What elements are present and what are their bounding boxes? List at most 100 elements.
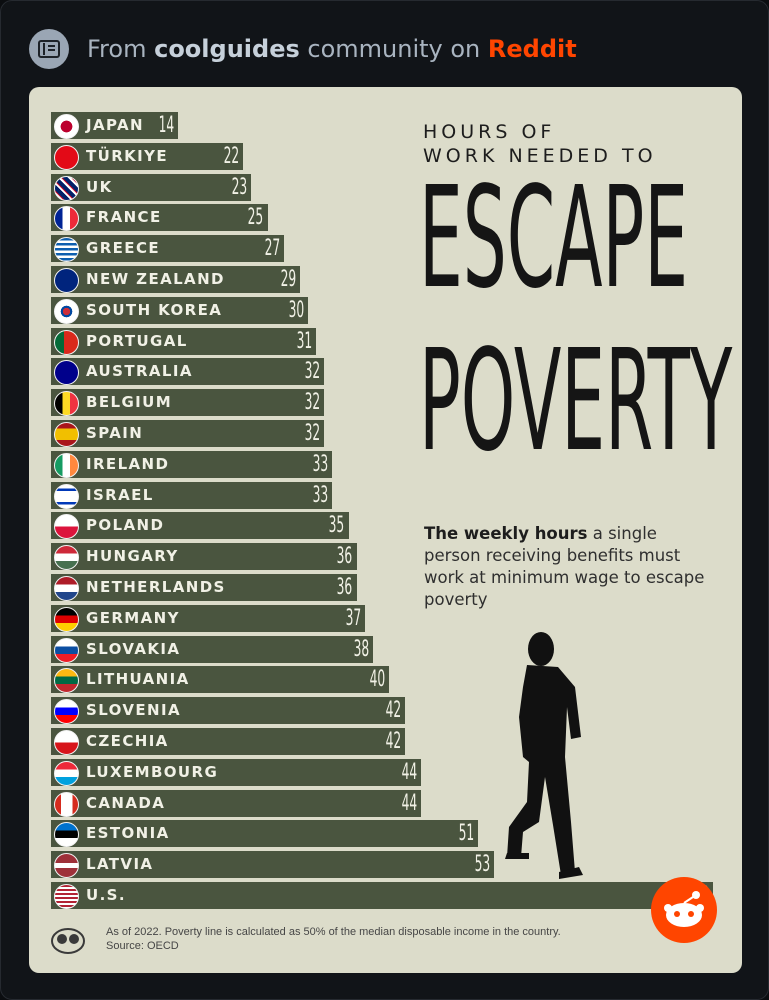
- value-label: 29: [280, 267, 296, 292]
- publisher-logo-icon: [51, 928, 85, 954]
- bar-poland: POLAND 35: [51, 512, 349, 540]
- bar-t-rkiye: TÜRKIYE 22: [51, 142, 244, 170]
- country-label: HUNGARY: [86, 547, 179, 566]
- bar-south-korea: SOUTH KOREA 30: [51, 296, 308, 324]
- title-big-line1: ESCAPE: [419, 157, 689, 320]
- value-label: 27: [264, 236, 280, 262]
- country-label: SOUTH KOREA: [86, 300, 223, 319]
- bar-estonia: ESTONIA 51: [51, 820, 479, 848]
- bar-canada: CANADA 44: [51, 789, 422, 817]
- value-label: 38: [353, 636, 369, 662]
- source-middle: community on: [299, 35, 488, 63]
- footnote: As of 2022. Poverty line is calculated a…: [106, 925, 561, 953]
- bar-luxembourg: LUXEMBOURG 44: [51, 758, 422, 786]
- netherlands-flag-icon: [54, 576, 79, 601]
- country-label: U.S.: [86, 886, 126, 904]
- hungary-flag-icon: [54, 545, 79, 571]
- country-label: NEW ZEALAND: [86, 270, 225, 288]
- bar-u-s: U.S.80: [51, 882, 713, 909]
- value-label: 23: [231, 174, 248, 200]
- estonia-flag-icon: [54, 822, 79, 848]
- country-label: FRANCE: [86, 208, 162, 227]
- bar-new-zealand: NEW ZEALAND 29: [51, 266, 300, 293]
- country-label: POLAND: [86, 516, 165, 535]
- country-label: ISRAEL: [86, 485, 154, 504]
- bar-latvia: LATVIA 53: [51, 851, 495, 879]
- value-label: 44: [401, 790, 418, 816]
- bar-greece: GREECE 27: [51, 235, 284, 263]
- title-small-line2: WORK NEEDED TO: [423, 145, 657, 167]
- title-small-line1: HOURS OF: [423, 121, 556, 143]
- value-label: 36: [336, 544, 353, 570]
- slovenia-flag-icon: [54, 699, 79, 725]
- bar-germany: GERMANY 37: [51, 604, 365, 632]
- country-label: LATVIA: [86, 855, 154, 874]
- infographic-card: JAPAN 14 TÜRKIYE 22 UK 23 FRANCE 25 GREECE 27 NEW …: [29, 87, 742, 973]
- country-label: GREECE: [86, 239, 161, 258]
- greece-flag-icon: [54, 237, 79, 263]
- country-label: BELGIUM: [86, 393, 173, 412]
- subtitle-rest: a single person receiving benefits must …: [424, 524, 705, 609]
- bar-lithuania: LITHUANIA 40: [51, 666, 389, 694]
- germany-flag-icon: [54, 606, 79, 632]
- bar-spain: SPAIN 32: [51, 420, 325, 447]
- value-label: 42: [385, 729, 402, 754]
- value-label: 44: [401, 759, 418, 785]
- subtitle-bold: The weekly hours: [424, 524, 588, 543]
- country-label: CZECHIA: [86, 732, 169, 750]
- bar-hungary: HUNGARY 36: [51, 543, 357, 571]
- footnote-line1: As of 2022. Poverty line is calculated a…: [106, 926, 561, 938]
- bar-france: FRANCE 25: [51, 204, 268, 232]
- bar-slovenia: SLOVENIA 42: [51, 697, 406, 725]
- country-label: IRELAND: [86, 454, 170, 473]
- source-line: From coolguides community on Reddit: [87, 35, 577, 63]
- value-label: 32: [304, 390, 321, 416]
- country-label: SLOVENIA: [86, 701, 181, 720]
- country-label: ESTONIA: [86, 824, 170, 843]
- new-zealand-flag-icon: [54, 268, 79, 293]
- country-label: JAPAN: [86, 116, 144, 134]
- turkey-flag-icon: [54, 144, 79, 170]
- australia-flag-icon: [54, 360, 79, 386]
- bar-japan: JAPAN 14: [51, 112, 179, 139]
- poland-flag-icon: [54, 514, 79, 540]
- guide-icon[interactable]: [29, 29, 69, 69]
- japan-flag-icon: [54, 114, 79, 139]
- country-label: TÜRKIYE: [86, 146, 169, 165]
- spain-flag-icon: [54, 422, 79, 447]
- subtitle: The weekly hours a single person receivi…: [424, 523, 709, 611]
- portugal-flag-icon: [54, 329, 79, 355]
- canada-flag-icon: [54, 791, 79, 817]
- france-flag-icon: [54, 206, 79, 232]
- value-label: 33: [312, 451, 329, 477]
- bar-belgium: BELGIUM 32: [51, 389, 325, 417]
- title-big-line2: POVERTY: [419, 320, 733, 483]
- slovakia-flag-icon: [54, 637, 79, 663]
- czechia-flag-icon: [54, 730, 79, 755]
- value-label: 51: [458, 821, 475, 847]
- bar-australia: AUSTRALIA 32: [51, 358, 325, 386]
- value-label: 30: [288, 297, 304, 323]
- community-link[interactable]: coolguides: [154, 35, 300, 63]
- value-label: 32: [304, 421, 321, 446]
- south-korea-flag-icon: [54, 298, 79, 324]
- source-prefix: From: [87, 35, 155, 63]
- bar-ireland: IRELAND 33: [51, 450, 333, 478]
- value-label: 25: [247, 205, 264, 231]
- value-label: 42: [385, 698, 402, 724]
- country-label: LITHUANIA: [86, 670, 190, 689]
- lithuania-flag-icon: [54, 668, 79, 694]
- man-climbing-stairs-illustration: [505, 632, 583, 879]
- israel-flag-icon: [54, 483, 79, 509]
- country-label: SLOVAKIA: [86, 639, 181, 658]
- country-label: AUSTRALIA: [86, 362, 193, 381]
- reddit-logo-icon[interactable]: [651, 877, 717, 943]
- post-header: From coolguides community on Reddit: [29, 29, 577, 69]
- value-label: 31: [296, 328, 313, 354]
- bar-netherlands: NETHERLANDS 36: [51, 574, 357, 601]
- bar-israel: ISRAEL 33: [51, 481, 333, 509]
- bar-slovakia: SLOVAKIA 38: [51, 635, 373, 663]
- value-label: 35: [328, 513, 345, 539]
- reddit-link[interactable]: Reddit: [487, 35, 577, 63]
